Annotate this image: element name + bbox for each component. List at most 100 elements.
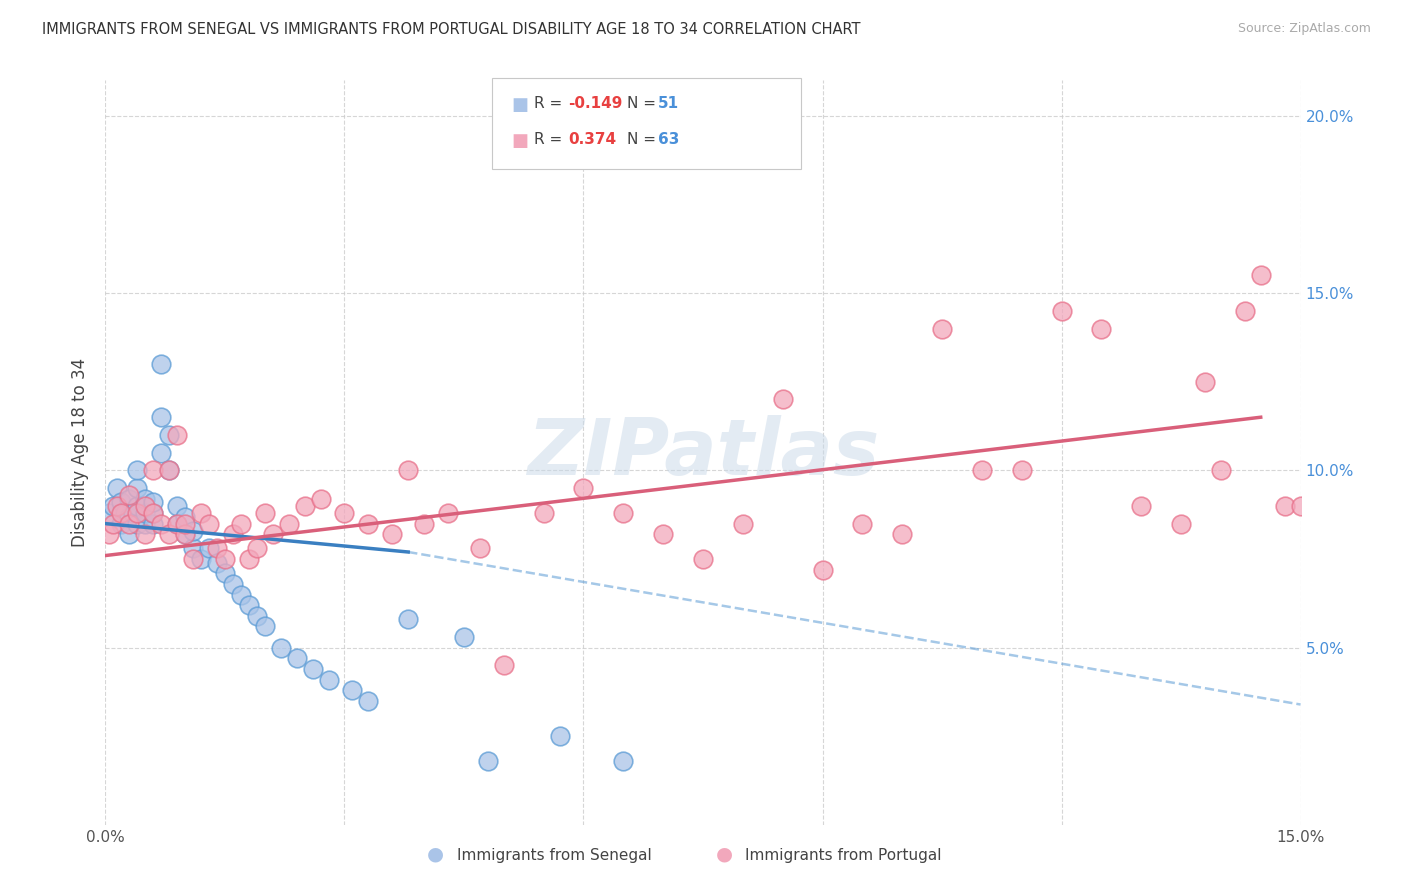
Point bbox=[103, 516, 125, 531]
Point bbox=[190, 552, 212, 566]
Point bbox=[118, 488, 141, 502]
Point bbox=[318, 673, 340, 687]
Point bbox=[301, 662, 323, 676]
Point bbox=[262, 527, 284, 541]
Point bbox=[1050, 303, 1073, 318]
Point bbox=[181, 552, 204, 566]
Point bbox=[772, 392, 794, 407]
Point bbox=[238, 598, 260, 612]
Point bbox=[612, 506, 634, 520]
Point bbox=[492, 658, 515, 673]
Point bbox=[157, 527, 180, 541]
Point bbox=[229, 588, 252, 602]
Point bbox=[118, 509, 141, 524]
Point bbox=[150, 410, 173, 425]
Text: IMMIGRANTS FROM SENEGAL VS IMMIGRANTS FROM PORTUGAL DISABILITY AGE 18 TO 34 CORR: IMMIGRANTS FROM SENEGAL VS IMMIGRANTS FR… bbox=[42, 22, 860, 37]
Point bbox=[127, 463, 149, 477]
Point bbox=[294, 499, 316, 513]
Point bbox=[891, 527, 914, 541]
Point bbox=[198, 541, 221, 556]
Text: ●: ● bbox=[716, 845, 733, 863]
Point bbox=[166, 516, 188, 531]
Point bbox=[1170, 516, 1192, 531]
Point bbox=[851, 516, 873, 531]
Point bbox=[205, 556, 228, 570]
Point bbox=[157, 463, 180, 477]
Point bbox=[229, 516, 252, 531]
Point bbox=[107, 499, 129, 513]
Text: R =: R = bbox=[534, 132, 568, 147]
Point bbox=[246, 608, 269, 623]
Point bbox=[381, 527, 404, 541]
Text: Source: ZipAtlas.com: Source: ZipAtlas.com bbox=[1237, 22, 1371, 36]
Point bbox=[142, 516, 165, 531]
Point bbox=[970, 463, 993, 477]
Point bbox=[174, 527, 197, 541]
Point bbox=[453, 630, 475, 644]
Point bbox=[181, 524, 204, 538]
Point bbox=[357, 516, 380, 531]
Point bbox=[166, 428, 188, 442]
Point bbox=[98, 527, 121, 541]
Point bbox=[134, 527, 156, 541]
Point bbox=[157, 463, 180, 477]
Point bbox=[413, 516, 436, 531]
Point bbox=[98, 506, 121, 520]
Point bbox=[174, 527, 197, 541]
Text: ■: ■ bbox=[512, 96, 529, 114]
Point bbox=[468, 541, 491, 556]
Point bbox=[277, 516, 299, 531]
Point bbox=[1233, 303, 1256, 318]
Point bbox=[652, 527, 675, 541]
Point bbox=[166, 516, 188, 531]
Point bbox=[118, 491, 141, 506]
Point bbox=[110, 495, 132, 509]
Text: N =: N = bbox=[627, 132, 661, 147]
Text: Immigrants from Portugal: Immigrants from Portugal bbox=[745, 848, 942, 863]
Text: R =: R = bbox=[534, 96, 568, 112]
Point bbox=[127, 506, 149, 520]
Point bbox=[150, 357, 173, 371]
Point bbox=[731, 516, 754, 531]
Text: Immigrants from Senegal: Immigrants from Senegal bbox=[457, 848, 652, 863]
Point bbox=[134, 506, 156, 520]
Text: ●: ● bbox=[427, 845, 444, 863]
Text: 0.374: 0.374 bbox=[568, 132, 616, 147]
Point bbox=[166, 499, 188, 513]
Point bbox=[205, 541, 228, 556]
Point bbox=[150, 446, 173, 460]
Point bbox=[612, 754, 634, 768]
Text: ZIPatlas: ZIPatlas bbox=[527, 415, 879, 491]
Point bbox=[1194, 375, 1216, 389]
Point bbox=[1289, 499, 1312, 513]
Point bbox=[142, 463, 165, 477]
Point bbox=[342, 683, 364, 698]
Point bbox=[114, 506, 136, 520]
Point bbox=[533, 506, 555, 520]
Point bbox=[309, 491, 332, 506]
Point bbox=[190, 506, 212, 520]
Text: -0.149: -0.149 bbox=[568, 96, 623, 112]
Y-axis label: Disability Age 18 to 34: Disability Age 18 to 34 bbox=[72, 358, 90, 548]
Point bbox=[107, 481, 129, 495]
Point bbox=[253, 619, 276, 633]
Point bbox=[437, 506, 460, 520]
Point bbox=[396, 463, 419, 477]
Point bbox=[1274, 499, 1296, 513]
Text: 63: 63 bbox=[658, 132, 679, 147]
Point bbox=[142, 495, 165, 509]
Point bbox=[127, 481, 149, 495]
Point bbox=[238, 552, 260, 566]
Point bbox=[357, 694, 380, 708]
Point bbox=[548, 730, 571, 744]
Point bbox=[270, 640, 292, 655]
Point bbox=[1130, 499, 1153, 513]
Point bbox=[118, 527, 141, 541]
Point bbox=[246, 541, 269, 556]
Point bbox=[198, 516, 221, 531]
Point bbox=[134, 491, 156, 506]
Point bbox=[396, 612, 419, 626]
Point bbox=[1250, 268, 1272, 283]
Text: N =: N = bbox=[627, 96, 661, 112]
Point bbox=[127, 499, 149, 513]
